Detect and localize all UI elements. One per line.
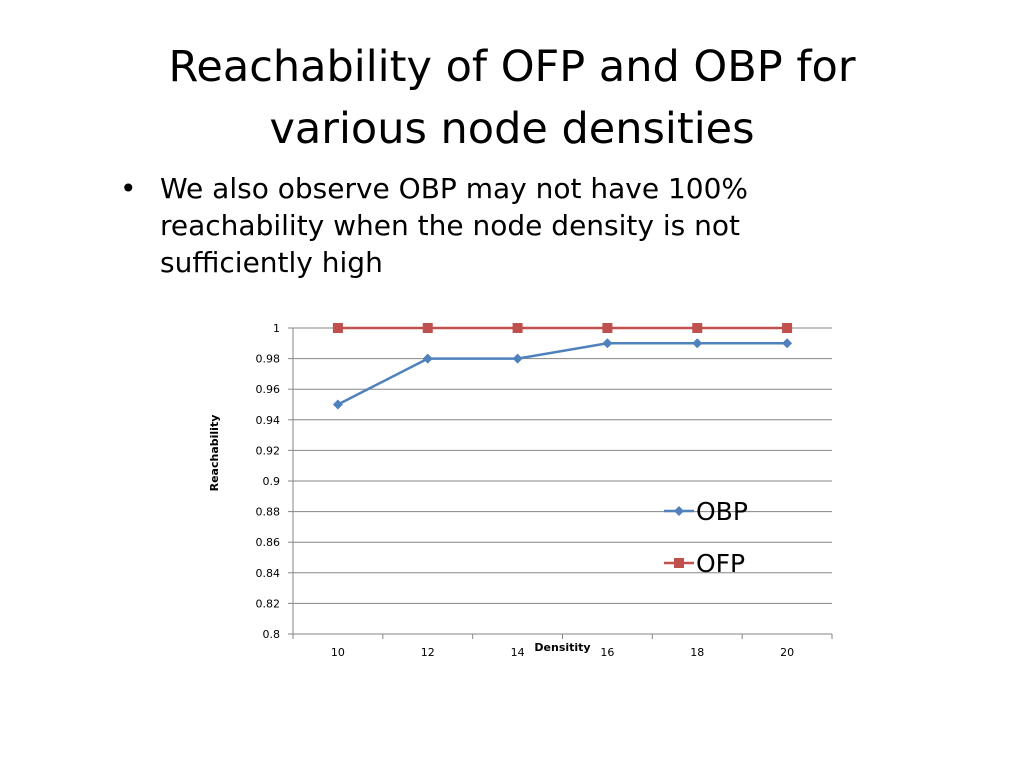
slide-title-line-1: Reachability of OFP and OBP for: [168, 42, 856, 92]
obp-legend-label: OBP: [696, 497, 748, 526]
y-tick-label: 0.86: [256, 536, 281, 549]
obp-data-point: [422, 353, 433, 364]
y-tick-label: 0.8: [263, 628, 281, 641]
y-tick-label: 0.96: [256, 383, 281, 396]
x-tick-label: 16: [600, 646, 614, 659]
y-tick-label: 0.9: [263, 475, 281, 488]
y-tick-label: 0.94: [256, 414, 281, 427]
y-tick-label: 0.98: [256, 353, 281, 366]
x-tick-label: 14: [511, 646, 525, 659]
y-tick-label: 0.84: [256, 567, 281, 580]
obp-data-point: [602, 338, 613, 349]
x-tick-label: 20: [780, 646, 794, 659]
y-tick-label: 0.82: [256, 597, 281, 610]
y-tick-label: 1: [273, 322, 280, 335]
ofp-data-point: [512, 323, 523, 333]
obp-data-point: [332, 399, 343, 410]
y-tick-label: 0.92: [256, 444, 281, 457]
obp-data-point: [692, 338, 703, 349]
obp-legend-marker: [674, 506, 684, 516]
x-axis-title: Densitity: [534, 641, 590, 654]
obp-data-point: [782, 338, 793, 349]
x-tick-label: 10: [331, 646, 345, 659]
bullet-icon: •: [120, 172, 137, 205]
slide-title: Reachability of OFP and OBP for various …: [60, 36, 964, 160]
ofp-legend-marker: [674, 558, 684, 568]
ofp-legend-label: OFP: [696, 549, 745, 578]
x-tick-label: 18: [690, 646, 704, 659]
bullet-text: We also observe OBP may not have 100% re…: [160, 172, 748, 279]
y-tick-label: 0.88: [256, 506, 281, 519]
ofp-data-point: [332, 323, 343, 333]
ofp-data-point: [782, 323, 793, 333]
obp-data-point: [512, 353, 523, 364]
ofp-data-point: [602, 323, 613, 333]
y-axis-title: Reachability: [208, 415, 221, 492]
slide-title-line-2: various node densities: [269, 104, 755, 154]
ofp-data-point: [692, 323, 703, 333]
ofp-data-point: [422, 323, 433, 333]
x-tick-label: 12: [421, 646, 435, 659]
obp-series-line: [337, 342, 788, 406]
